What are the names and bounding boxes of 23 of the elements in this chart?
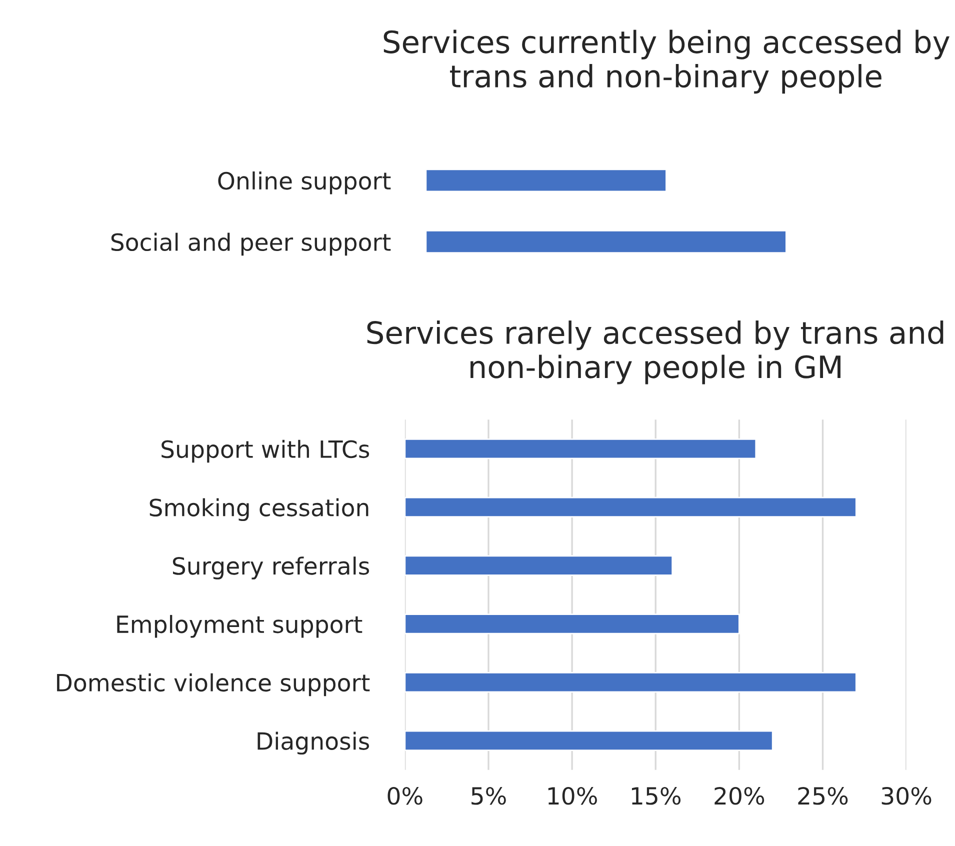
bar	[404, 555, 674, 576]
bar	[404, 614, 740, 634]
y-tick-label: Employment support	[117, 614, 362, 638]
y-tick-label: Surgery referrals	[172, 556, 370, 580]
chart-title: Services currently being accessed by trans and non-binary people	[384, 30, 950, 94]
bar	[404, 672, 857, 693]
y-tick-label: Domestic violence support	[57, 673, 370, 696]
y-tick-label: Online support	[218, 171, 391, 194]
x-tick-label: 30%	[882, 786, 932, 805]
x-tick-label: 15%	[632, 786, 681, 805]
y-tick-label: Support with LTCs	[162, 440, 370, 463]
x-tick-label: 5%	[472, 786, 506, 805]
y-tick-label: Smoking cessation	[150, 498, 368, 522]
x-tick-label: 20%	[714, 786, 764, 805]
y-tick-label: Diagnosis	[258, 732, 370, 755]
bar	[404, 730, 774, 751]
x-tick-label: 25%	[798, 786, 848, 805]
bar	[404, 438, 757, 460]
y-tick-label: Social and peer support	[111, 232, 391, 256]
chart-title: Services rarely accessed by trans and non-binary people in GM	[367, 320, 944, 384]
x-tick-label: 0%	[388, 786, 422, 805]
x-tick-label: 10%	[548, 786, 597, 805]
bar	[404, 496, 857, 518]
